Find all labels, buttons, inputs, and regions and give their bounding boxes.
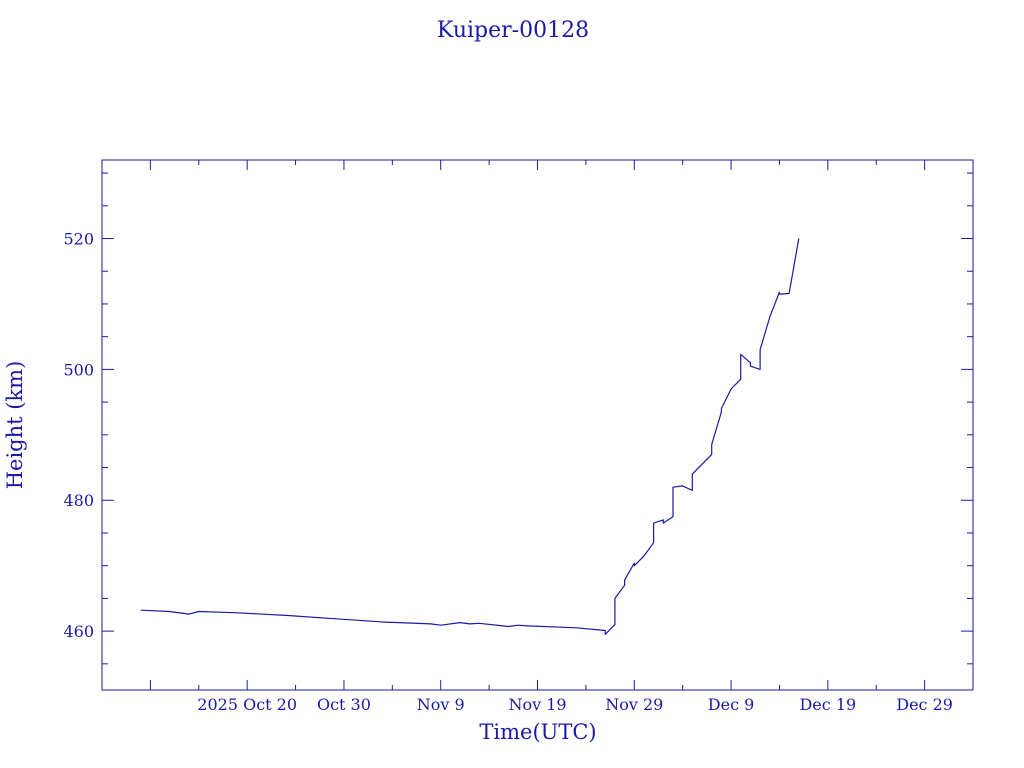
x-tick-label: Dec 9 (708, 695, 755, 714)
x-tick-label: 2025 Oct 20 (197, 695, 297, 714)
x-axis-label: Time(UTC) (479, 720, 596, 744)
x-tick-label: Dec 19 (799, 695, 856, 714)
y-tick-label: 520 (63, 230, 94, 249)
series-line (140, 238, 800, 636)
x-tick-label: Nov 19 (508, 695, 566, 714)
x-tick-label: Dec 29 (896, 695, 953, 714)
axis-ticks (102, 160, 974, 690)
x-tick-label: Nov 29 (605, 695, 663, 714)
y-tick-label: 500 (63, 360, 94, 379)
tick-labels: 2025 Oct 20 Oct 30 Nov 9 Nov 19 Nov 29 Dec 9 D… (63, 230, 953, 714)
y-tick-label: 460 (63, 622, 94, 641)
x-tick-label: Nov 9 (417, 695, 465, 714)
y-tick-label: 480 (63, 491, 94, 510)
x-tick-label: Oct 30 (317, 695, 371, 714)
y-axis-label: Height (km) (3, 361, 27, 490)
series-group (140, 238, 800, 636)
plot-frame (101, 159, 974, 691)
chart-title: Kuiper-00128 (437, 18, 589, 43)
